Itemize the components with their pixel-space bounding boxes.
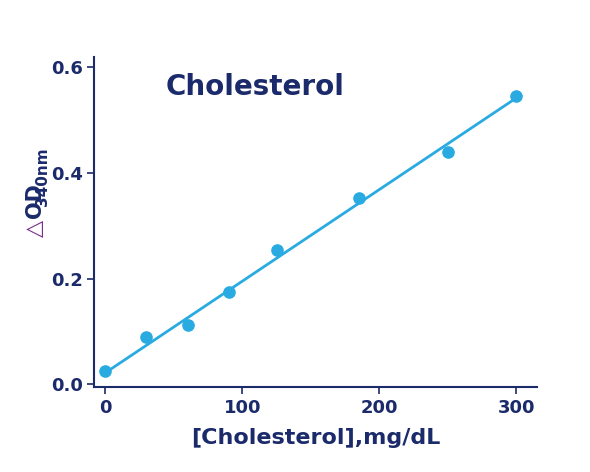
Point	[272, 246, 281, 253]
Point	[512, 93, 521, 100]
Point	[443, 148, 453, 156]
Point	[142, 333, 151, 341]
Text: △: △	[25, 220, 45, 237]
Text: Cholesterol: Cholesterol	[165, 73, 344, 101]
Point	[224, 288, 234, 295]
Point	[101, 367, 110, 375]
X-axis label: [Cholesterol],mg/dL: [Cholesterol],mg/dL	[191, 428, 440, 448]
Text: 340nm: 340nm	[35, 148, 50, 206]
Text: OD: OD	[25, 183, 45, 218]
Point	[354, 194, 363, 202]
Point	[183, 321, 192, 329]
